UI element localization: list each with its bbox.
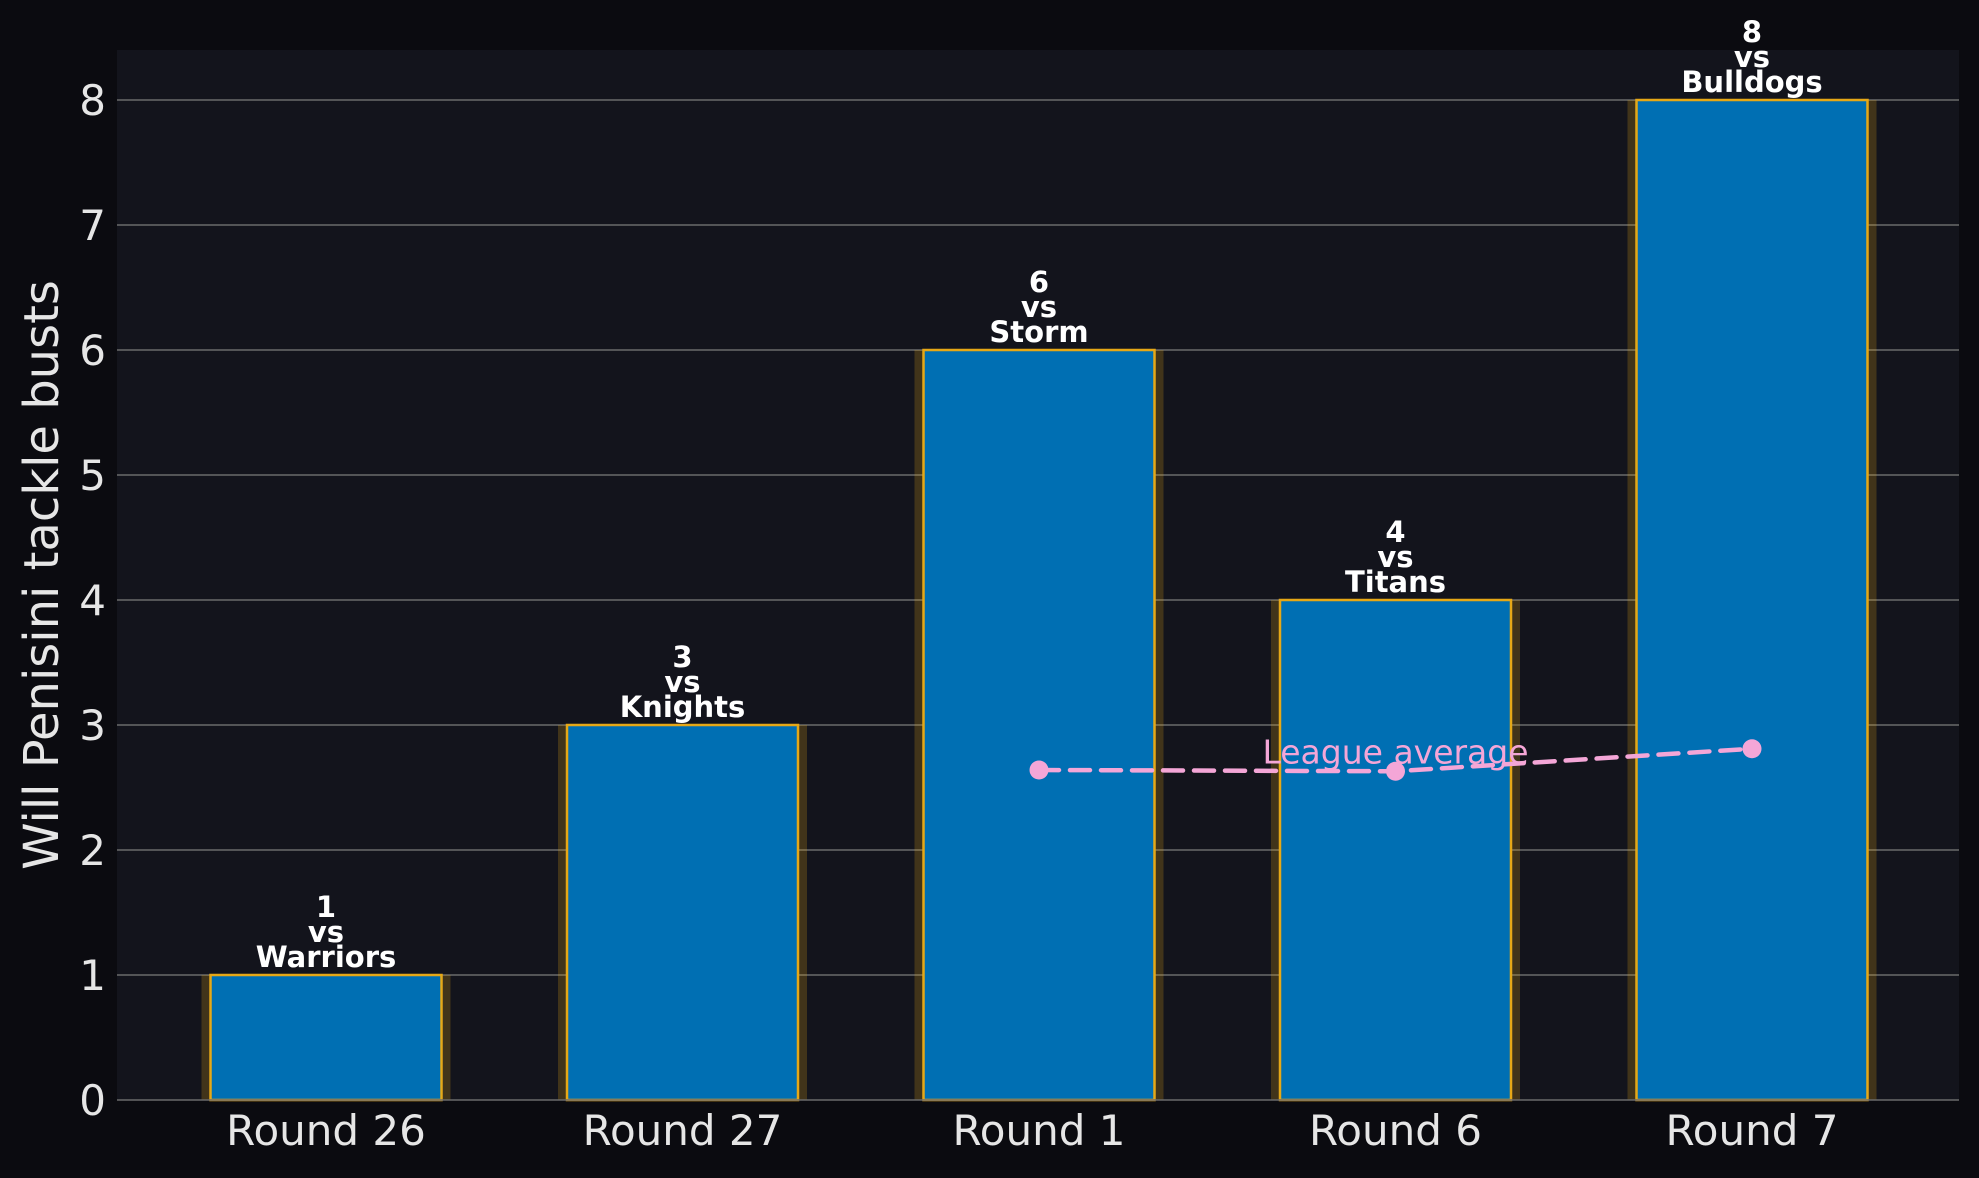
x-tick-label: Round 27	[583, 1106, 783, 1155]
bar-labels: 1vsWarriors3vsKnights6vsStorm4vsTitans8v…	[256, 15, 1823, 974]
axes: 0 1 2 3 4 5 6 7 8 Round 26 Round 27 Round 1 Round 6 R…	[79, 76, 1959, 1155]
league-average-point	[1029, 760, 1049, 780]
bar-value-label: 3	[672, 640, 692, 674]
bar	[922, 348, 1156, 1102]
bar-opponent-label: Titans	[1345, 565, 1446, 599]
bar-vs-label: vs	[1377, 540, 1413, 574]
y-axis-label: Will Penisini tackle busts	[14, 280, 70, 870]
bar-opponent-label: Warriors	[256, 940, 397, 974]
bar-value-label: 6	[1029, 265, 1049, 299]
bar-value-label: 1	[316, 890, 336, 924]
bar-opponent-label: Knights	[620, 690, 746, 724]
league-average-series: League average	[1029, 732, 1762, 781]
x-tick-label: Round 1	[953, 1106, 1126, 1155]
bar-value-label: 4	[1385, 515, 1405, 549]
y-tick-label: 4	[79, 576, 106, 625]
bar-value-label: 8	[1742, 15, 1762, 49]
league-average-point	[1742, 739, 1762, 759]
bar-vs-label: vs	[1021, 290, 1057, 324]
bar	[1278, 598, 1513, 1102]
bar	[209, 973, 443, 1102]
bars	[201, 98, 1877, 1102]
x-tick-label: Round 7	[1666, 1106, 1839, 1155]
x-tick-label: Round 6	[1309, 1106, 1482, 1155]
x-tick-label: Round 26	[226, 1106, 426, 1155]
bar-vs-label: vs	[1734, 40, 1770, 74]
bar-vs-label: vs	[308, 915, 344, 949]
y-tick-label: 6	[79, 326, 106, 375]
bar-opponent-label: Bulldogs	[1681, 65, 1822, 99]
y-tick-label: 7	[79, 201, 106, 250]
y-tick-label: 3	[79, 701, 106, 750]
bar-vs-label: vs	[664, 665, 700, 699]
y-tick-label: 1	[79, 951, 106, 1000]
league-average-label: League average	[1262, 732, 1528, 771]
bar	[1635, 98, 1869, 1102]
y-tick-label: 5	[79, 451, 106, 500]
y-tick-label: 8	[79, 76, 106, 125]
y-tick-label: 2	[79, 826, 106, 875]
league-average-point	[1386, 761, 1405, 781]
y-tick-label: 0	[79, 1076, 106, 1125]
bar-opponent-label: Storm	[989, 315, 1088, 349]
bar	[565, 723, 800, 1102]
